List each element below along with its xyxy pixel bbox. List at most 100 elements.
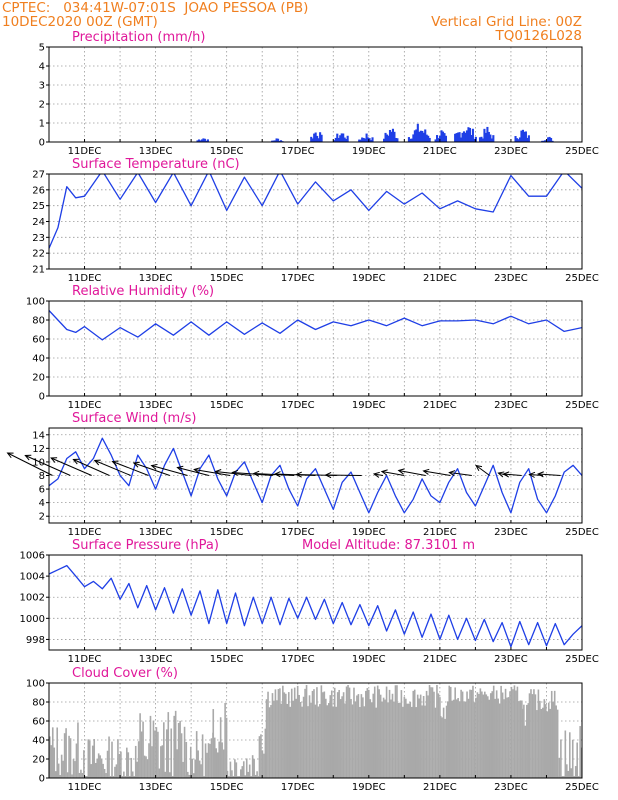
cloud-bar xyxy=(422,695,425,778)
cloud-segment xyxy=(446,685,523,778)
panel-title-pres: Surface Pressure (hPa) xyxy=(72,538,219,553)
x-tick-label: 21DEC xyxy=(423,273,457,284)
cloud-bar xyxy=(256,771,258,778)
cloud-bar xyxy=(332,706,335,778)
cloud-bar xyxy=(370,702,373,778)
cloud-bar xyxy=(497,698,499,778)
y-ticks-precip: 0 1 2 3 4 5 xyxy=(39,43,49,149)
cloud-bar xyxy=(182,761,184,778)
cloud-bar xyxy=(470,689,473,778)
cloud-bar xyxy=(348,687,351,778)
x-tick-label: 15DEC xyxy=(210,527,244,538)
precip-bar xyxy=(487,131,490,142)
precip-event xyxy=(514,129,530,142)
precip-bar xyxy=(548,136,551,142)
wind-arrow xyxy=(324,472,362,479)
precip-bar xyxy=(421,130,424,142)
cloud-bar xyxy=(192,773,195,778)
cloud-bar xyxy=(317,706,320,778)
cloud-bar xyxy=(498,703,501,778)
header-grid-line: Vertical Grid Line: 00Z xyxy=(431,14,582,30)
cloud-bar xyxy=(240,769,242,778)
model-altitude-label: Model Altitude: 87.3101 m xyxy=(302,538,475,553)
cloud-bar xyxy=(283,692,286,778)
cloud-bar xyxy=(570,768,573,778)
panel-title-cloud: Cloud Cover (%) xyxy=(72,666,178,681)
y-tick-label: 27 xyxy=(32,170,45,181)
cloud-bar xyxy=(157,731,159,778)
cloud-bar xyxy=(139,713,141,778)
wind-arrow xyxy=(372,471,384,478)
y-tick-label: 23 xyxy=(32,233,45,244)
cloud-bar xyxy=(344,703,346,778)
precip-bar xyxy=(526,137,529,142)
cloud-bar xyxy=(295,698,297,778)
x-tick-label: 21DEC xyxy=(423,400,457,411)
cloud-bar xyxy=(531,694,534,778)
x-tick-label: 17DEC xyxy=(281,273,315,284)
precip-bar xyxy=(313,133,316,142)
cloud-segment xyxy=(84,736,138,778)
cloud-bar xyxy=(544,704,547,778)
wind-arrow-head xyxy=(422,468,430,475)
cloud-bar xyxy=(287,692,290,778)
cloud-bar xyxy=(121,776,124,778)
cloud-bar xyxy=(167,712,170,778)
cloud-bar xyxy=(320,685,323,778)
cloud-bar xyxy=(63,733,66,778)
y-ticks-cloud: 0 20 40 60 80 100 xyxy=(26,679,49,785)
cloud-bar xyxy=(298,694,300,778)
precip-bar xyxy=(202,138,205,142)
cloud-bar xyxy=(533,689,535,778)
cloud-bar xyxy=(568,732,571,778)
y-tick-label: 1000 xyxy=(20,614,45,625)
cloud-bar xyxy=(319,704,321,778)
y-tick-label: 5 xyxy=(39,43,45,54)
cloud-bar xyxy=(314,704,317,778)
cloud-bar xyxy=(127,752,130,778)
precip-bar xyxy=(517,139,520,142)
cloud-bar xyxy=(131,771,134,778)
cloud-bar xyxy=(495,690,498,778)
cloud-bar xyxy=(77,722,79,778)
cloud-bar xyxy=(276,700,278,778)
precip-bar xyxy=(393,131,396,142)
x-tick-label: 23DEC xyxy=(494,146,528,157)
cloud-bar xyxy=(475,697,477,778)
cloud-segment xyxy=(226,755,260,778)
cloud-bar xyxy=(579,726,581,778)
cloud-bar xyxy=(556,709,559,778)
cloud-bar xyxy=(461,691,464,778)
x-tick-label: 23DEC xyxy=(494,527,528,538)
cloud-bar xyxy=(112,776,115,778)
y-ticks-wind: 2 4 6 8 10 12 14 xyxy=(32,430,49,523)
panel-title-precip: Precipitation (mm/h) xyxy=(72,30,205,45)
x-tick-label: 19DEC xyxy=(352,782,386,793)
cloud-bar xyxy=(492,685,495,778)
cloud-bar xyxy=(88,740,91,778)
cloud-bar xyxy=(97,753,100,778)
cloud-bar xyxy=(354,701,357,778)
precip-bar xyxy=(524,131,527,142)
x-tick-label: 13DEC xyxy=(139,400,173,411)
precip-bar xyxy=(275,138,278,142)
cloud-bar xyxy=(323,691,326,778)
grid-pres xyxy=(49,555,582,650)
wind-arrow-shaft xyxy=(381,471,405,476)
wind-arrow-shaft xyxy=(423,470,451,476)
cloud-bar xyxy=(245,758,248,778)
panel-rh: 0 20 40 60 80 100 11DEC 13DEC 15DEC 17DEC 19DEC 21D… xyxy=(26,284,599,411)
precip-bar xyxy=(514,136,517,142)
cloud-bar xyxy=(123,771,125,778)
cloud-bar xyxy=(557,776,559,778)
x-tick-label: 15DEC xyxy=(210,654,244,665)
cloud-bar xyxy=(56,727,59,778)
cloud-bar xyxy=(176,749,178,778)
cloud-bar xyxy=(549,708,552,778)
precip-bar xyxy=(444,135,448,142)
precip-bar xyxy=(425,134,428,142)
cloud-bar xyxy=(186,771,189,778)
cloud-bar xyxy=(506,697,508,778)
cloud-bar xyxy=(360,694,363,778)
frame-cloud xyxy=(48,682,583,779)
